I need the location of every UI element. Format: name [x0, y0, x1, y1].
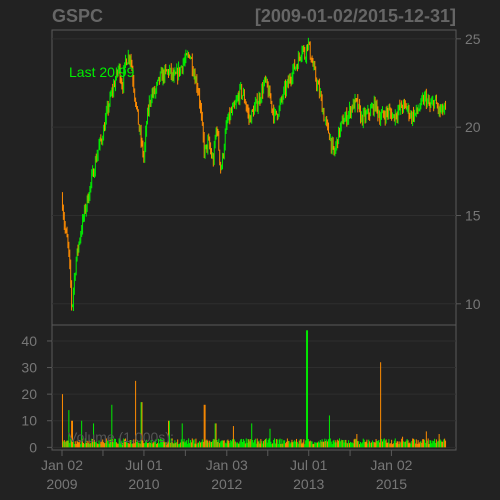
price-tick-label: 15 — [465, 207, 481, 223]
volume-label: Volume (1,000s): — [68, 429, 174, 445]
volume-tick-label: 40 — [21, 333, 37, 349]
x-tick-label: Jul 01 — [290, 457, 328, 473]
volume-tick-label: 10 — [21, 413, 37, 429]
x-tick-year-label: 2009 — [46, 476, 77, 492]
last-value-label: Last 20.99 — [69, 64, 135, 80]
price-candles — [61, 37, 447, 312]
x-tick-year-label: 2010 — [128, 476, 159, 492]
x-tick-label: Jul 01 — [125, 457, 163, 473]
axis-labels: 10 15 20 25 0 10 20 30 40 Jan 02 2009 Jul 01 2010 Jan… — [21, 31, 480, 492]
volume-bars — [61, 330, 447, 448]
x-tick-label: Jan 03 — [206, 457, 248, 473]
date-range-label: [2009-01-02/2015-12-31] — [255, 6, 456, 26]
x-tick-label: Jan 02 — [370, 457, 412, 473]
x-tick-year-label: 2013 — [293, 476, 324, 492]
x-tick-year-label: 2015 — [376, 476, 407, 492]
volume-tick-label: 0 — [29, 439, 37, 455]
x-tick-label: Jan 02 — [41, 457, 83, 473]
price-tick-label: 25 — [465, 31, 481, 47]
volume-panel-frame — [51, 324, 457, 451]
price-tick-label: 20 — [465, 119, 481, 135]
price-tick-label: 10 — [465, 296, 481, 312]
x-tick-year-label: 2012 — [211, 476, 242, 492]
volume-tick-label: 20 — [21, 386, 37, 402]
volume-tick-label: 30 — [21, 360, 37, 376]
chart-title: GSPC — [52, 6, 103, 26]
